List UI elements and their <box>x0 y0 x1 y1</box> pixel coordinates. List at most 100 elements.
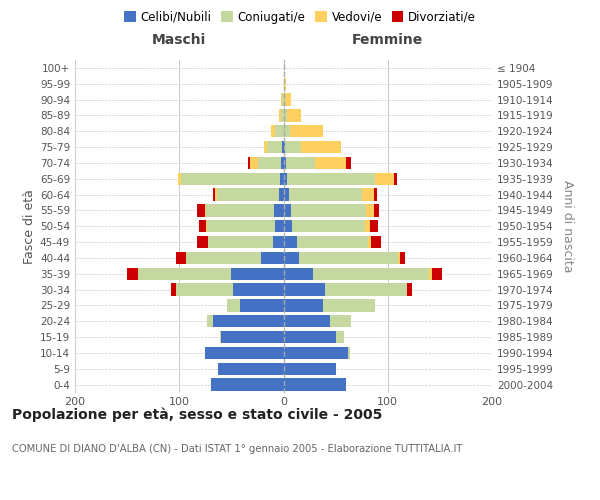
Bar <box>208 236 273 248</box>
Bar <box>221 331 284 344</box>
Bar <box>284 268 313 280</box>
Bar <box>250 156 259 169</box>
Bar <box>299 252 398 264</box>
Bar <box>248 156 250 169</box>
Bar <box>259 156 281 169</box>
Bar <box>284 172 287 185</box>
Bar <box>366 204 374 216</box>
Bar <box>335 331 344 344</box>
Bar <box>323 299 375 312</box>
Bar <box>290 125 323 138</box>
Bar <box>281 109 284 122</box>
Y-axis label: Fasce di età: Fasce di età <box>23 189 36 264</box>
Bar <box>281 156 284 169</box>
Bar <box>368 236 371 248</box>
Bar <box>273 236 284 248</box>
Bar <box>284 346 348 359</box>
Bar <box>176 252 185 264</box>
Bar <box>205 204 206 216</box>
Bar <box>284 109 287 122</box>
Bar <box>208 315 212 328</box>
Bar <box>346 156 351 169</box>
Bar <box>284 299 323 312</box>
Bar <box>284 78 286 90</box>
Bar <box>199 220 206 232</box>
Bar <box>297 236 368 248</box>
Bar <box>240 299 284 312</box>
Bar <box>325 284 407 296</box>
Bar <box>218 362 284 375</box>
Bar <box>365 220 370 232</box>
Bar <box>284 315 331 328</box>
Bar <box>181 172 280 185</box>
Bar <box>313 268 430 280</box>
Bar <box>291 204 366 216</box>
Bar <box>301 141 341 154</box>
Bar <box>284 125 290 138</box>
Bar <box>283 141 284 154</box>
Bar <box>233 284 284 296</box>
Bar <box>315 156 346 169</box>
Bar <box>185 252 260 264</box>
Bar <box>227 299 240 312</box>
Bar <box>284 156 286 169</box>
Bar <box>217 188 280 201</box>
Bar <box>127 268 137 280</box>
Bar <box>275 220 284 232</box>
Bar <box>206 204 274 216</box>
Bar <box>289 188 362 201</box>
Bar <box>212 315 284 328</box>
Bar <box>220 331 221 344</box>
Bar <box>400 252 406 264</box>
Text: Maschi: Maschi <box>152 32 206 46</box>
Bar <box>284 362 335 375</box>
Text: Femmine: Femmine <box>352 32 424 46</box>
Bar <box>176 284 233 296</box>
Bar <box>281 94 283 106</box>
Bar <box>197 236 208 248</box>
Bar <box>171 284 176 296</box>
Bar <box>284 236 297 248</box>
Bar <box>286 156 315 169</box>
Bar <box>430 268 431 280</box>
Bar <box>287 109 301 122</box>
Bar <box>394 172 397 185</box>
Bar <box>284 204 291 216</box>
Bar <box>275 125 284 138</box>
Bar <box>267 141 283 154</box>
Bar <box>208 220 275 232</box>
Bar <box>197 204 205 216</box>
Bar <box>274 204 284 216</box>
Bar <box>206 220 208 232</box>
Bar <box>284 220 292 232</box>
Bar <box>271 125 275 138</box>
Bar <box>284 378 346 391</box>
Bar <box>374 188 377 201</box>
Bar <box>232 268 284 280</box>
Bar <box>280 109 281 122</box>
Bar <box>260 252 284 264</box>
Bar <box>284 188 289 201</box>
Bar <box>331 315 351 328</box>
Bar <box>287 172 375 185</box>
Bar <box>362 188 374 201</box>
Bar <box>371 236 382 248</box>
Bar <box>137 268 232 280</box>
Text: Popolazione per età, sesso e stato civile - 2005: Popolazione per età, sesso e stato civil… <box>12 408 382 422</box>
Bar <box>284 141 301 154</box>
Bar <box>407 284 412 296</box>
Bar <box>292 220 365 232</box>
Bar <box>375 172 394 185</box>
Bar <box>212 188 215 201</box>
Bar <box>284 252 299 264</box>
Bar <box>284 284 325 296</box>
Y-axis label: Anni di nascita: Anni di nascita <box>560 180 574 272</box>
Bar <box>280 188 284 201</box>
Bar <box>370 220 379 232</box>
Bar <box>178 172 181 185</box>
Bar <box>398 252 400 264</box>
Bar <box>211 378 284 391</box>
Bar <box>431 268 442 280</box>
Bar <box>348 346 350 359</box>
Bar <box>215 188 217 201</box>
